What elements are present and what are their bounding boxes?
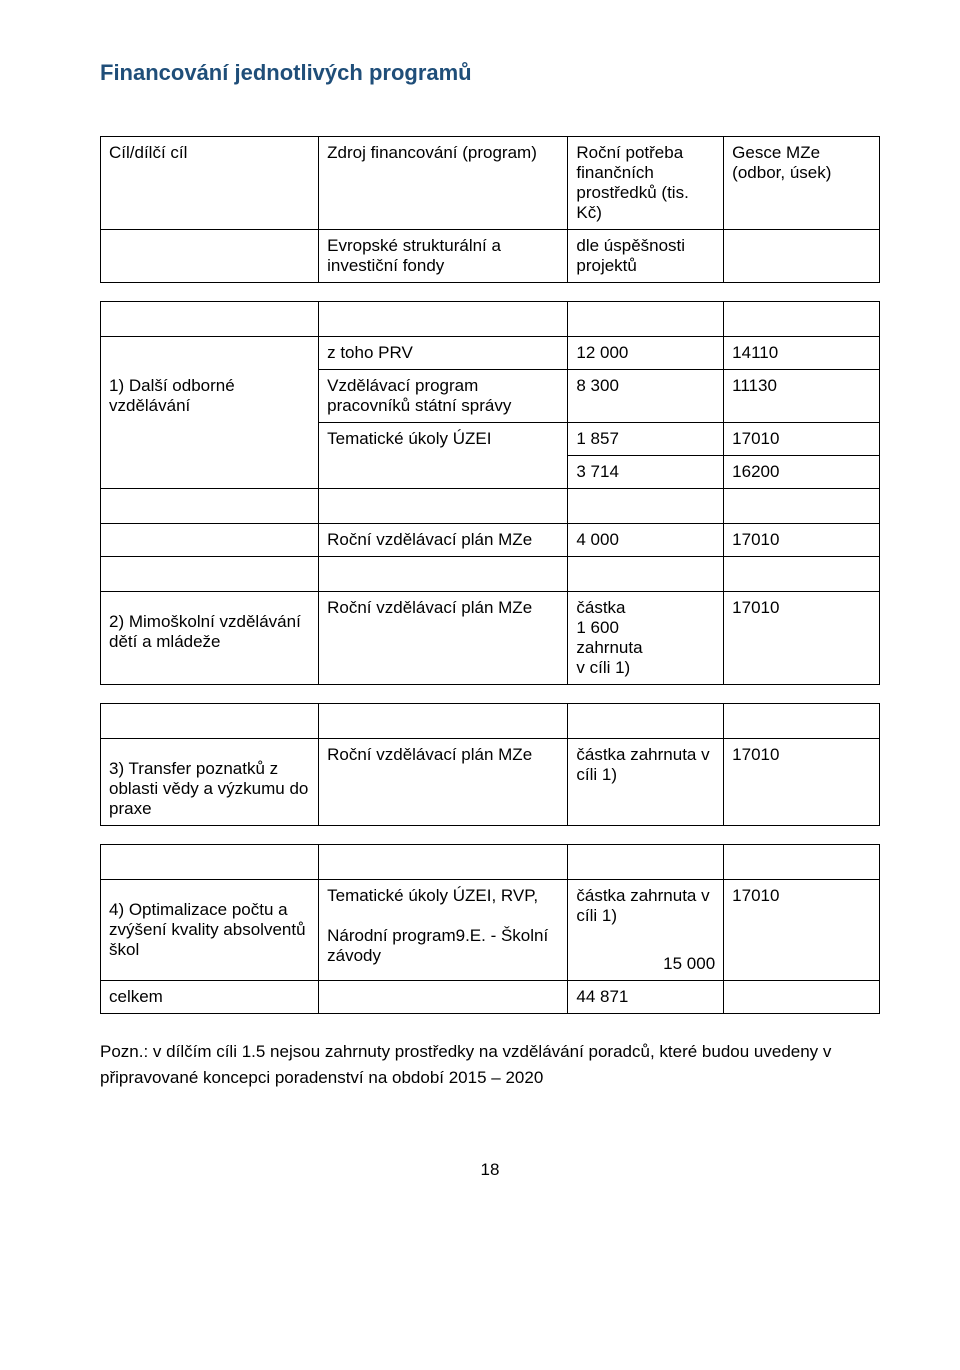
s4-val-bot: 15 000 xyxy=(576,954,715,974)
eu-val: dle úspěšnosti projektů xyxy=(568,230,724,283)
s3-g: 17010 xyxy=(724,739,880,826)
hdr-need: Roční potřeba finančních prostředků (tis… xyxy=(568,137,724,230)
funding-table-1-2: z toho PRV 12 000 14110 1) Další odborné… xyxy=(100,301,880,685)
hdr-source: Zdroj financování (program) xyxy=(319,137,568,230)
goal-2-label: 2) Mimoškolní vzdělávání dětí a mládeže xyxy=(101,592,319,685)
funding-table-3: 3) Transfer poznatků z oblasti vědy a vý… xyxy=(100,703,880,826)
s2-val: částka 1 600 zahrnuta v cíli 1) xyxy=(568,592,724,685)
s2-src: Roční vzdělávací plán MZe xyxy=(319,592,568,685)
s1-gb2: 16200 xyxy=(724,456,880,489)
s1-va: 8 300 xyxy=(568,370,724,423)
goal-1-label: 1) Další odborné vzdělávání xyxy=(101,370,319,489)
page-title: Financování jednotlivých programů xyxy=(100,60,880,86)
hdr-gesce: Gesce MZe (odbor, úsek) xyxy=(724,137,880,230)
prv-val: 12 000 xyxy=(568,337,724,370)
eu-source: Evropské strukturální a investiční fondy xyxy=(319,230,568,283)
page-number: 18 xyxy=(100,1160,880,1180)
funding-table-4: 4) Optimalizace počtu a zvýšení kvality … xyxy=(100,844,880,1014)
s1-vb2: 3 714 xyxy=(568,456,724,489)
prv-g: 14110 xyxy=(724,337,880,370)
s1-gc: 17010 xyxy=(724,524,880,557)
s1-src-a: Vzdělávací program pracovníků státní spr… xyxy=(319,370,568,423)
total-val: 44 871 xyxy=(568,981,724,1014)
s4-val: částka zahrnuta v cíli 1) 15 000 xyxy=(568,880,724,981)
s4-val-top: částka zahrnuta v cíli 1) xyxy=(576,886,715,926)
s1-vb1: 1 857 xyxy=(568,423,724,456)
hdr-goal: Cíl/dílčí cíl xyxy=(101,137,319,230)
s1-vc: 4 000 xyxy=(568,524,724,557)
s1-ga: 11130 xyxy=(724,370,880,423)
s3-src: Roční vzdělávací plán MZe xyxy=(319,739,568,826)
s2-g: 17010 xyxy=(724,592,880,685)
total-label: celkem xyxy=(101,981,319,1014)
s1-gb1: 17010 xyxy=(724,423,880,456)
s4-g: 17010 xyxy=(724,880,880,981)
s3-val: částka zahrnuta v cíli 1) xyxy=(568,739,724,826)
s4-src: Tematické úkoly ÚZEI, RVP, Národní progr… xyxy=(319,880,568,981)
goal-3-label: 3) Transfer poznatků z oblasti vědy a vý… xyxy=(101,739,319,826)
funding-table-head: Cíl/dílčí cíl Zdroj financování (program… xyxy=(100,136,880,283)
prv-src: z toho PRV xyxy=(319,337,568,370)
s1-src-b: Tematické úkoly ÚZEI xyxy=(319,423,568,489)
goal-4-label: 4) Optimalizace počtu a zvýšení kvality … xyxy=(101,880,319,981)
s1-src-c: Roční vzdělávací plán MZe xyxy=(319,524,568,557)
footnote: Pozn.: v dílčím cíli 1.5 nejsou zahrnuty… xyxy=(100,1039,880,1090)
